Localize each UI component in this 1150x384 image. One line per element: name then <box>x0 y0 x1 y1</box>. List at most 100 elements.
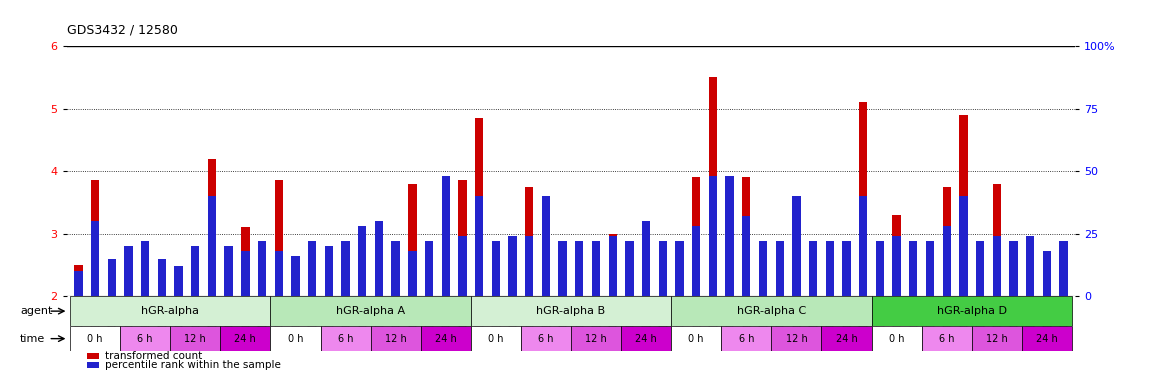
Bar <box>959 115 967 296</box>
Bar <box>120 326 170 351</box>
Text: 6 h: 6 h <box>138 334 153 344</box>
Bar <box>808 241 818 296</box>
Bar <box>342 241 350 296</box>
Bar <box>91 221 99 296</box>
Bar <box>242 251 250 296</box>
Bar <box>1059 268 1067 296</box>
Text: hGR-alpha C: hGR-alpha C <box>737 306 806 316</box>
Bar <box>321 326 370 351</box>
Bar <box>492 268 500 296</box>
Bar <box>675 241 684 296</box>
Bar <box>108 258 116 296</box>
Bar <box>291 258 300 296</box>
Text: 0 h: 0 h <box>488 334 504 344</box>
Text: 0 h: 0 h <box>87 334 102 344</box>
Bar <box>792 196 800 296</box>
Bar <box>342 268 350 296</box>
Bar <box>559 268 567 296</box>
Bar <box>592 268 600 296</box>
Text: 24 h: 24 h <box>635 334 657 344</box>
Bar <box>1059 241 1067 296</box>
Bar <box>559 241 567 296</box>
Bar <box>191 246 199 296</box>
Bar <box>526 187 534 296</box>
Bar <box>842 268 851 296</box>
Bar <box>458 180 467 296</box>
Bar <box>542 268 550 296</box>
Bar <box>358 226 367 296</box>
Bar <box>470 326 521 351</box>
Bar <box>224 268 232 296</box>
Bar <box>976 241 984 296</box>
Bar <box>291 256 300 296</box>
Bar <box>442 176 450 296</box>
Bar <box>842 241 851 296</box>
Bar <box>976 268 984 296</box>
Bar <box>208 196 216 296</box>
Bar <box>575 268 583 296</box>
Bar <box>608 236 616 296</box>
Bar <box>308 241 316 296</box>
Bar <box>1026 236 1034 296</box>
Bar <box>672 296 872 326</box>
Bar <box>921 326 972 351</box>
Bar <box>391 241 400 296</box>
Text: 6 h: 6 h <box>738 334 754 344</box>
Bar <box>508 252 516 296</box>
Bar <box>626 241 634 296</box>
Bar <box>421 326 470 351</box>
Text: 0 h: 0 h <box>889 334 904 344</box>
Bar <box>370 326 421 351</box>
Bar <box>642 268 650 296</box>
Text: hGR-alpha D: hGR-alpha D <box>937 306 1006 316</box>
Text: 6 h: 6 h <box>938 334 954 344</box>
Bar <box>521 326 570 351</box>
Bar <box>875 268 884 296</box>
Bar <box>87 362 99 368</box>
Bar <box>424 241 434 296</box>
Bar <box>943 187 951 296</box>
Bar <box>542 196 550 296</box>
Bar <box>992 236 1000 296</box>
Bar <box>324 271 333 296</box>
Bar <box>270 296 470 326</box>
Bar <box>692 226 700 296</box>
Bar <box>221 326 270 351</box>
Bar <box>621 326 672 351</box>
Text: percentile rank within the sample: percentile rank within the sample <box>105 359 281 370</box>
Bar <box>424 265 434 296</box>
Bar <box>175 271 183 296</box>
Bar <box>91 180 99 296</box>
Bar <box>124 268 132 296</box>
Bar <box>926 268 934 296</box>
Bar <box>275 251 283 296</box>
Bar <box>659 265 667 296</box>
Bar <box>726 243 734 296</box>
Text: 24 h: 24 h <box>435 334 457 344</box>
Bar <box>692 177 700 296</box>
Bar <box>1022 326 1072 351</box>
Text: 24 h: 24 h <box>1036 334 1058 344</box>
Bar <box>408 184 416 296</box>
Text: hGR-alpha: hGR-alpha <box>141 306 199 316</box>
Bar <box>208 159 216 296</box>
Bar <box>191 268 199 296</box>
Bar <box>792 221 800 296</box>
Bar <box>1010 241 1018 296</box>
Bar <box>659 241 667 296</box>
Text: 12 h: 12 h <box>385 334 406 344</box>
Bar <box>626 268 634 296</box>
Bar <box>759 241 767 296</box>
Bar <box>826 268 834 296</box>
Text: 6 h: 6 h <box>538 334 553 344</box>
Bar <box>726 176 734 296</box>
Bar <box>759 249 767 296</box>
Bar <box>75 265 83 296</box>
Text: 0 h: 0 h <box>288 334 304 344</box>
Bar <box>910 241 918 296</box>
Bar <box>821 326 872 351</box>
Bar <box>141 255 150 296</box>
Text: 6 h: 6 h <box>338 334 353 344</box>
Bar <box>672 326 721 351</box>
Bar <box>158 258 166 296</box>
